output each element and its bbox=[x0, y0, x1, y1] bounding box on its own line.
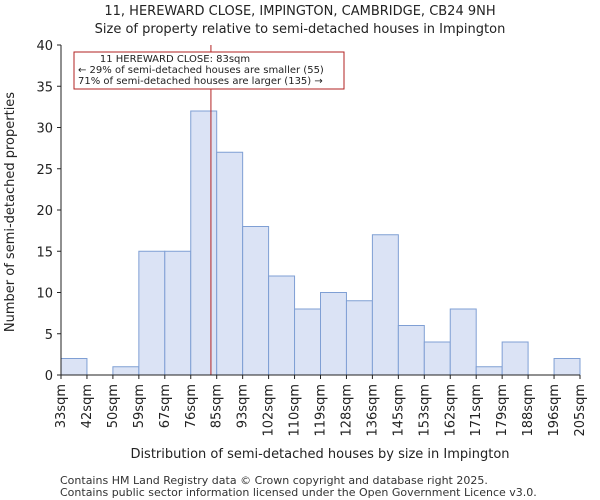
bar-33sqm bbox=[60, 358, 88, 376]
chart-title-line1: 11, HEREWARD CLOSE, IMPINGTON, CAMBRIDGE… bbox=[104, 4, 495, 19]
y-tick-label: 35 bbox=[36, 80, 53, 95]
x-tick-label: 76sqm bbox=[184, 384, 199, 428]
x-tick-label: 188sqm bbox=[521, 384, 536, 437]
footer-line1: Contains HM Land Registry data © Crown c… bbox=[60, 474, 488, 487]
bar-162sqm bbox=[449, 308, 477, 376]
bar-153sqm bbox=[423, 341, 451, 376]
bar-110sqm bbox=[294, 308, 321, 376]
x-tick-label: 59sqm bbox=[132, 384, 147, 428]
y-tick-label: 10 bbox=[36, 287, 53, 302]
y-tick-label: 15 bbox=[36, 245, 53, 260]
bar-179sqm bbox=[501, 341, 529, 376]
bar-128sqm bbox=[345, 300, 373, 376]
bar-102sqm bbox=[268, 275, 296, 376]
bar-93sqm bbox=[242, 226, 270, 376]
bar-119sqm bbox=[320, 292, 347, 376]
bars bbox=[60, 110, 581, 376]
annotation-rect bbox=[73, 51, 345, 90]
x-tick-label: 85sqm bbox=[210, 384, 225, 428]
x-tick-label: 145sqm bbox=[391, 384, 406, 437]
x-tick-label: 50sqm bbox=[106, 384, 121, 428]
bar-136sqm bbox=[371, 234, 399, 376]
y-tick-label: 20 bbox=[36, 204, 53, 219]
annotation-line2: ← 29% of semi-detached houses are smalle… bbox=[78, 65, 324, 76]
bar-145sqm bbox=[397, 325, 425, 376]
bar-196sqm bbox=[553, 358, 581, 376]
annotation-box: 11 HEREWARD CLOSE: 83sqm ← 29% of semi-d… bbox=[73, 51, 345, 90]
chart-title-line2: Size of property relative to semi-detach… bbox=[95, 22, 506, 37]
bar-85sqm bbox=[216, 151, 244, 376]
bar-59sqm bbox=[138, 250, 166, 376]
x-tick-label: 33sqm bbox=[54, 384, 69, 428]
x-tick-label: 179sqm bbox=[495, 384, 510, 437]
x-tick-label: 110sqm bbox=[288, 384, 303, 437]
x-tick-label: 128sqm bbox=[339, 384, 354, 437]
bar-76sqm bbox=[190, 110, 218, 376]
x-axis-label: Distribution of semi-detached houses by … bbox=[130, 447, 509, 462]
y-axis-label: Number of semi-detached properties bbox=[3, 92, 18, 332]
x-tick-label: 102sqm bbox=[262, 384, 277, 437]
x-tick-label: 136sqm bbox=[365, 384, 380, 437]
x-tick-label: 67sqm bbox=[158, 384, 173, 428]
bar-67sqm bbox=[164, 250, 192, 376]
y-tick-label: 40 bbox=[36, 39, 53, 54]
footer-line2: Contains public sector information licen… bbox=[60, 486, 537, 499]
x-tick-label: 153sqm bbox=[417, 384, 432, 437]
bar-171sqm bbox=[475, 366, 503, 376]
x-tick-label: 162sqm bbox=[443, 384, 458, 437]
x-tick-label: 171sqm bbox=[469, 384, 484, 437]
x-tick-label: 205sqm bbox=[573, 384, 588, 437]
y-tick-label: 30 bbox=[36, 122, 53, 137]
y-tick-label: 0 bbox=[45, 369, 53, 384]
y-tick-label: 25 bbox=[36, 163, 53, 178]
x-tick-label: 42sqm bbox=[80, 384, 95, 428]
x-tick-label: 196sqm bbox=[547, 384, 562, 437]
y-ticks: 0 5 10 15 20 25 30 35 40 bbox=[36, 39, 61, 384]
x-tick-label: 119sqm bbox=[314, 384, 329, 437]
y-tick-label: 5 bbox=[45, 328, 53, 343]
annotation-line1: 11 HEREWARD CLOSE: 83sqm bbox=[100, 54, 250, 65]
x-ticks: 33sqm 42sqm 50sqm 59sqm 67sqm 76sqm 85sqm 93sqm… bbox=[54, 375, 588, 437]
annotation-line3: 71% of semi-detached houses are larger (… bbox=[78, 76, 323, 87]
bar-50sqm bbox=[112, 366, 140, 376]
x-tick-label: 93sqm bbox=[236, 384, 251, 428]
